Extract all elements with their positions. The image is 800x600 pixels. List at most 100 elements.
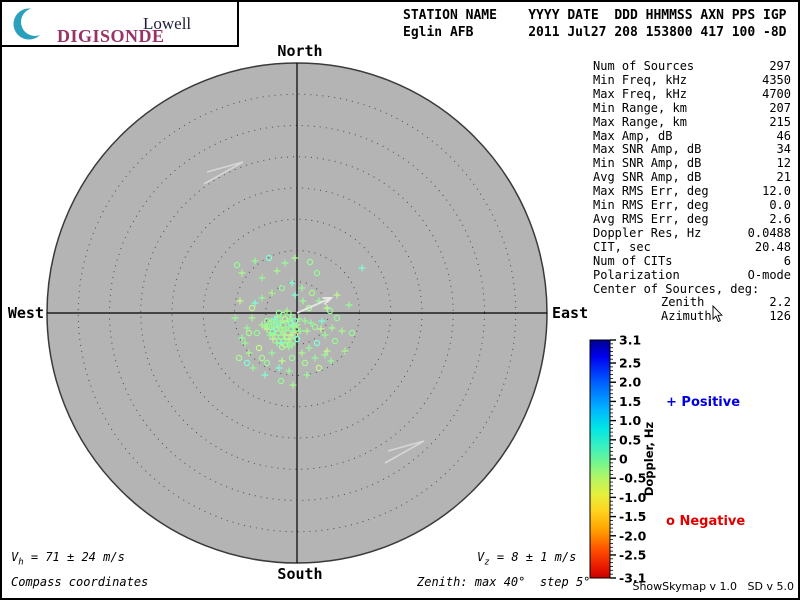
stats-row: Zenith 2.2: [593, 296, 791, 310]
scatter-point-plus: [245, 349, 253, 357]
stats-row: Num of CITs 6: [593, 253, 791, 269]
colorbar-label: -1.0: [619, 490, 647, 505]
stats-row: Min Freq, kHz 4350: [593, 72, 791, 88]
colorbar-label: 3.1: [619, 333, 641, 348]
scatter-point-plus: [288, 279, 296, 287]
scatter-point-plus: [241, 339, 249, 347]
scatter-point-circle: [306, 258, 314, 266]
scatter-point-circle: [292, 325, 300, 333]
header-column-titles: STATION NAME YYYY DATE DDD HHMMSS AXN PP…: [403, 8, 787, 23]
scatter-point-plus: [293, 321, 301, 329]
stat-value: 207: [769, 100, 791, 115]
scatter-point-circle: [258, 354, 266, 362]
scatter-point-circle: [315, 364, 323, 372]
stat-label: Zenith: [661, 295, 705, 310]
stat-label: Max RMS Err, deg: [593, 184, 709, 199]
scatter-point-circle: [233, 261, 241, 269]
colorbar-label: -0.5: [619, 471, 646, 486]
colorbar-label: -2.5: [619, 547, 646, 562]
digisonde-wordmark: DIGISONDE: [57, 26, 165, 46]
colorbar-label: 2.0: [619, 375, 641, 390]
scatter-point-plus: [295, 315, 303, 323]
stat-value: 4700: [762, 86, 791, 101]
scatter-point-plus: [291, 254, 299, 262]
scatter-point-plus: [296, 327, 304, 335]
scatter-point-circle: [235, 354, 243, 362]
drift-arrow: [296, 297, 332, 314]
scatter-point-plus: [307, 319, 315, 327]
scatter-point-plus: [298, 284, 306, 292]
scatter-point-circle: [313, 269, 321, 277]
stat-label: Polarization: [593, 267, 680, 282]
scatter-point-circle: [331, 337, 339, 345]
lowell-wordmark: Lowell: [143, 14, 192, 33]
scatter-point-plus: [261, 371, 269, 379]
scatter-point-plus: [338, 327, 346, 335]
stat-label: Max Range, km: [593, 114, 687, 129]
scatter-point-plus: [299, 297, 307, 305]
stats-row: Min SNR Amp, dB 12: [593, 156, 791, 171]
stats-row: Azimuth 126: [593, 309, 791, 324]
scatter-point-plus: [258, 274, 266, 282]
scatter-point-circle: [313, 339, 321, 347]
logo-crescent-icon: [13, 8, 49, 40]
scatter-point-circle: [288, 354, 296, 362]
drift-arrow-head: [322, 297, 334, 306]
colorbar-label: 1.5: [619, 394, 641, 409]
stats-row: Min Range, km 207: [593, 100, 791, 116]
scatter-point-plus: [243, 324, 251, 332]
scatter-point-plus: [269, 335, 277, 343]
scatter-point-circle: [293, 335, 301, 343]
scatter-point-plus: [231, 314, 239, 322]
scatter-point-circle: [326, 307, 334, 315]
scatter-point-plus: [267, 329, 275, 337]
scatter-point-plus: [288, 341, 296, 349]
scatter-point-plus: [286, 315, 294, 323]
scatter-point-plus: [287, 311, 295, 319]
scatter-point-plus: [249, 364, 257, 372]
scatter-point-circle: [255, 344, 263, 352]
version-label: ShowSkymap v 1.0 SD v 5.0: [632, 580, 794, 593]
stat-label: CIT, sec: [593, 239, 651, 254]
stats-row: CIT, sec 20.48: [593, 239, 791, 255]
stat-label: Min Freq, kHz: [593, 72, 687, 87]
stat-value: 12: [776, 156, 791, 171]
header-table: STATION NAME YYYY DATE DDD HHMMSS AXN PP…: [403, 7, 787, 41]
legend-positive: + Positive: [666, 395, 741, 410]
scatter-point-plus: [281, 259, 289, 267]
scatter-point-plus: [268, 289, 276, 297]
stats-row: Max Freq, kHz 4700: [593, 86, 791, 102]
stat-value: 4350: [762, 72, 791, 87]
colorbar-label: 2.5: [619, 356, 641, 371]
scatter-point-plus: [327, 357, 335, 365]
compass-label-south: South: [277, 565, 323, 583]
scatter-point-plus: [268, 349, 276, 357]
stat-value: 215: [769, 114, 791, 129]
stat-label: Avg SNR Amp, dB: [593, 170, 702, 185]
stat-value: 126: [769, 309, 791, 324]
scatter-point-plus: [311, 354, 319, 362]
stat-label: Max Freq, kHz: [593, 86, 687, 101]
stats-row: Doppler Res, Hz 0.0488: [593, 225, 791, 241]
scatter-point-plus: [273, 339, 281, 347]
stat-label: Center of Sources, deg:: [593, 281, 760, 296]
scatter-point-plus: [238, 269, 246, 277]
scatter-point-plus: [276, 317, 284, 325]
zenith-note: Zenith: max 40° step 5°: [417, 575, 591, 589]
stat-label: Max SNR Amp, dB: [593, 142, 702, 157]
stat-value: 6: [783, 253, 791, 268]
scatter-point-plus: [298, 349, 306, 357]
scatter-point-circle: [308, 289, 316, 297]
stat-value: 34: [776, 142, 791, 157]
stat-label: Doppler Res, Hz: [593, 225, 702, 240]
scatter-point-circle: [278, 343, 286, 351]
scatter-point-plus: [321, 331, 329, 339]
stat-value: O-mode: [747, 267, 791, 282]
stats-row: Avg SNR Amp, dB 21: [593, 170, 791, 185]
scatter-point-plus: [345, 301, 353, 309]
compass-label-north: North: [277, 42, 323, 60]
scatter-point-plus: [321, 351, 329, 359]
stat-label: Num of Sources: [593, 59, 695, 73]
